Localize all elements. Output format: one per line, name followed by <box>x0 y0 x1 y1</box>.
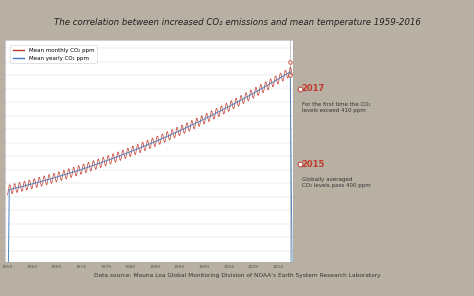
Text: 2015: 2015 <box>301 160 325 169</box>
Text: 2017: 2017 <box>301 84 325 93</box>
Text: Data source: Mauna Loa Global Monitoring Division of NOAA’s Earth System Researc: Data source: Mauna Loa Global Monitoring… <box>94 274 380 278</box>
Text: Globally averaged
CO₂ levels pass 400 ppm: Globally averaged CO₂ levels pass 400 pp… <box>301 177 370 188</box>
Legend: Mean monthly CO₂ ppm, Mean yearly CO₂ ppm: Mean monthly CO₂ ppm, Mean yearly CO₂ pp… <box>10 45 97 63</box>
Text: The correlation between increased CO₂ emissions and mean temperature 1959-2016: The correlation between increased CO₂ em… <box>54 18 420 28</box>
Text: For the first time the CO₂
levels exceed 410 ppm: For the first time the CO₂ levels exceed… <box>301 102 370 113</box>
